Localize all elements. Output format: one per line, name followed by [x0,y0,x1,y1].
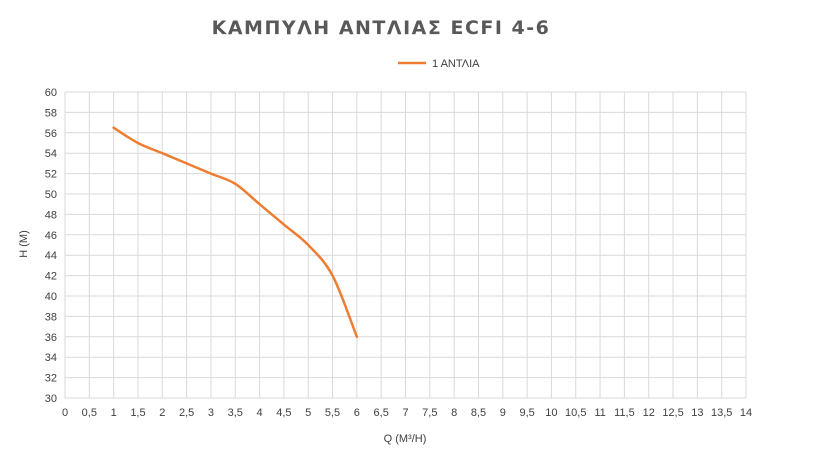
legend-label-1-antlia: 1 ΑΝΤΛΙΑ [432,58,480,70]
y-tick-label: 46 [45,230,57,242]
y-tick-label: 42 [45,271,57,283]
y-tick-label: 34 [45,352,57,364]
chart-title: ΚΑΜΠΥΛΗ ΑΝΤΛΙΑΣ ECFI 4-6 [212,17,551,39]
series-layer [112,126,359,339]
x-tick-label: 13,5 [711,407,732,419]
y-axis-tick-labels: 30 32 34 36 38 40 42 44 46 48 50 52 54 56 58 60 [45,87,57,405]
legend: 1 ΑΝΤΛΙΑ [398,58,480,70]
x-tick-label: 9 [500,407,506,419]
x-tick-label: 8 [451,407,457,419]
y-tick-label: 56 [45,128,57,140]
x-tick-label: 3,5 [228,407,243,419]
y-axis-label: H (M) [18,230,30,258]
y-tick-label: 44 [45,250,57,262]
x-tick-label: 9,5 [519,407,534,419]
x-tick-label: 5,5 [325,407,340,419]
x-tick-label: 2 [159,407,165,419]
y-tick-label: 48 [45,209,57,221]
x-tick-label: 10,5 [565,407,586,419]
y-tick-label: 58 [45,107,57,119]
y-tick-label: 38 [45,311,57,323]
x-tick-label: 3 [208,407,214,419]
y-tick-label: 30 [45,393,57,405]
y-tick-label: 50 [45,189,57,201]
x-tick-label: 11,5 [614,407,635,419]
x-tick-label: 14 [740,407,752,419]
y-tick-label: 32 [45,373,57,385]
x-tick-label: 1 [111,407,117,419]
x-tick-label: 0,5 [82,407,97,419]
x-tick-label: 4 [257,407,263,419]
vertical-gridlines [64,92,747,398]
x-tick-label: 8,5 [471,407,486,419]
y-tick-label: 60 [45,87,57,99]
x-tick-label: 6,5 [374,407,389,419]
x-tick-label: 1,5 [130,407,145,419]
x-tick-label: 6 [354,407,360,419]
x-tick-label: 13 [691,407,703,419]
x-tick-label: 12,5 [662,407,683,419]
y-tick-label: 54 [45,148,57,160]
x-tick-label: 4,5 [276,407,291,419]
x-tick-label: 10 [545,407,557,419]
y-tick-label: 36 [45,332,57,344]
x-tick-label: 0 [62,407,68,419]
x-tick-label: 2,5 [179,407,194,419]
x-tick-label: 5 [305,407,311,419]
x-axis-label: Q (M³/H) [384,433,427,445]
series-line-0 [112,126,359,339]
y-tick-label: 40 [45,291,57,303]
y-tick-label: 52 [45,169,57,181]
x-tick-label: 11 [594,407,605,419]
x-tick-label: 7 [402,407,408,419]
x-tick-label: 12 [643,407,655,419]
x-axis-tick-labels: 0 0,5 1 1,5 2 2,5 3 3,5 4 4,5 5 5,5 6 6,5 7 7,5 8 8,5 9 9,5… [62,407,752,419]
x-tick-label: 7,5 [422,407,437,419]
